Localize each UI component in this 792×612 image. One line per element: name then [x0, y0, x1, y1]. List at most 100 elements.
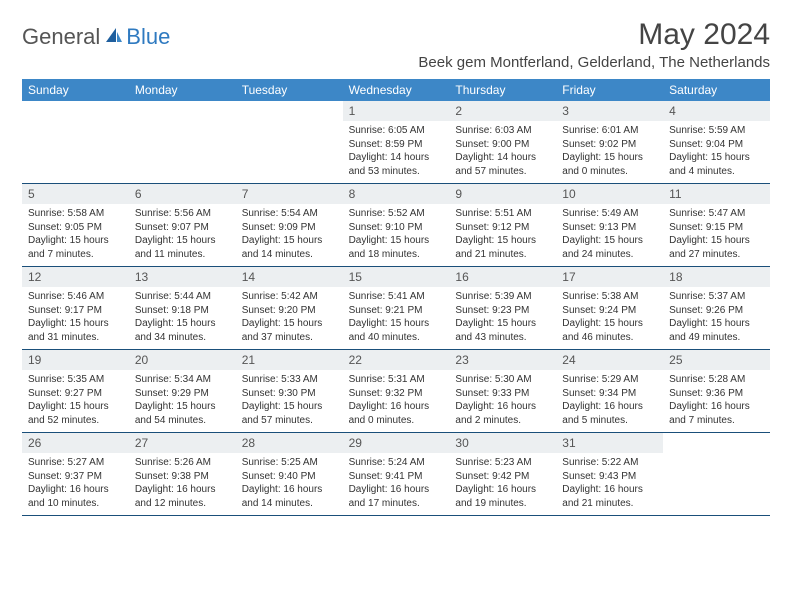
sunset-text: Sunset: 9:43 PM	[562, 470, 657, 484]
day-info: Sunrise: 5:35 AMSunset: 9:27 PMDaylight:…	[22, 370, 129, 431]
logo-text-general: General	[22, 24, 100, 50]
sunrise-text: Sunrise: 5:28 AM	[669, 373, 764, 387]
sunset-text: Sunset: 9:38 PM	[135, 470, 230, 484]
sunrise-text: Sunrise: 5:30 AM	[455, 373, 550, 387]
day-cell: 11Sunrise: 5:47 AMSunset: 9:15 PMDayligh…	[663, 184, 770, 266]
day-number	[236, 101, 343, 107]
daylight-text: Daylight: 16 hours and 7 minutes.	[669, 400, 764, 427]
day-number	[22, 101, 129, 107]
day-number	[663, 433, 770, 439]
day-cell: 24Sunrise: 5:29 AMSunset: 9:34 PMDayligh…	[556, 350, 663, 432]
sunrise-text: Sunrise: 5:27 AM	[28, 456, 123, 470]
day-number: 18	[663, 267, 770, 287]
sunset-text: Sunset: 8:59 PM	[349, 138, 444, 152]
title-block: May 2024 Beek gem Montferland, Gelderlan…	[418, 18, 770, 71]
daylight-text: Daylight: 15 hours and 31 minutes.	[28, 317, 123, 344]
sunset-text: Sunset: 9:27 PM	[28, 387, 123, 401]
sunrise-text: Sunrise: 5:35 AM	[28, 373, 123, 387]
day-info: Sunrise: 5:31 AMSunset: 9:32 PMDaylight:…	[343, 370, 450, 431]
day-cell: 9Sunrise: 5:51 AMSunset: 9:12 PMDaylight…	[449, 184, 556, 266]
month-title: May 2024	[418, 18, 770, 52]
day-info: Sunrise: 5:58 AMSunset: 9:05 PMDaylight:…	[22, 204, 129, 265]
day-info: Sunrise: 5:37 AMSunset: 9:26 PMDaylight:…	[663, 287, 770, 348]
day-info: Sunrise: 6:01 AMSunset: 9:02 PMDaylight:…	[556, 121, 663, 182]
day-info: Sunrise: 5:39 AMSunset: 9:23 PMDaylight:…	[449, 287, 556, 348]
sunrise-text: Sunrise: 5:25 AM	[242, 456, 337, 470]
day-number: 10	[556, 184, 663, 204]
day-header: Thursday	[449, 79, 556, 101]
day-cell: 5Sunrise: 5:58 AMSunset: 9:05 PMDaylight…	[22, 184, 129, 266]
sunset-text: Sunset: 9:10 PM	[349, 221, 444, 235]
day-info: Sunrise: 6:05 AMSunset: 8:59 PMDaylight:…	[343, 121, 450, 182]
day-info: Sunrise: 5:38 AMSunset: 9:24 PMDaylight:…	[556, 287, 663, 348]
week-row: 19Sunrise: 5:35 AMSunset: 9:27 PMDayligh…	[22, 350, 770, 433]
sunset-text: Sunset: 9:20 PM	[242, 304, 337, 318]
day-info: Sunrise: 5:51 AMSunset: 9:12 PMDaylight:…	[449, 204, 556, 265]
sunrise-text: Sunrise: 5:31 AM	[349, 373, 444, 387]
day-info: Sunrise: 5:44 AMSunset: 9:18 PMDaylight:…	[129, 287, 236, 348]
sunrise-text: Sunrise: 5:38 AM	[562, 290, 657, 304]
day-info: Sunrise: 5:28 AMSunset: 9:36 PMDaylight:…	[663, 370, 770, 431]
day-number: 5	[22, 184, 129, 204]
day-info: Sunrise: 5:54 AMSunset: 9:09 PMDaylight:…	[236, 204, 343, 265]
daylight-text: Daylight: 16 hours and 19 minutes.	[455, 483, 550, 510]
sunrise-text: Sunrise: 5:56 AM	[135, 207, 230, 221]
day-cell: 3Sunrise: 6:01 AMSunset: 9:02 PMDaylight…	[556, 101, 663, 183]
daylight-text: Daylight: 15 hours and 21 minutes.	[455, 234, 550, 261]
week-row: 5Sunrise: 5:58 AMSunset: 9:05 PMDaylight…	[22, 184, 770, 267]
day-number: 27	[129, 433, 236, 453]
sunrise-text: Sunrise: 5:52 AM	[349, 207, 444, 221]
day-cell: 29Sunrise: 5:24 AMSunset: 9:41 PMDayligh…	[343, 433, 450, 515]
sunrise-text: Sunrise: 5:22 AM	[562, 456, 657, 470]
day-number: 25	[663, 350, 770, 370]
sunset-text: Sunset: 9:04 PM	[669, 138, 764, 152]
day-cell: 4Sunrise: 5:59 AMSunset: 9:04 PMDaylight…	[663, 101, 770, 183]
sunset-text: Sunset: 9:13 PM	[562, 221, 657, 235]
day-cell	[663, 433, 770, 515]
day-info: Sunrise: 5:33 AMSunset: 9:30 PMDaylight:…	[236, 370, 343, 431]
daylight-text: Daylight: 16 hours and 12 minutes.	[135, 483, 230, 510]
sunset-text: Sunset: 9:40 PM	[242, 470, 337, 484]
day-cell: 26Sunrise: 5:27 AMSunset: 9:37 PMDayligh…	[22, 433, 129, 515]
sunset-text: Sunset: 9:18 PM	[135, 304, 230, 318]
day-info: Sunrise: 5:22 AMSunset: 9:43 PMDaylight:…	[556, 453, 663, 514]
day-info: Sunrise: 5:42 AMSunset: 9:20 PMDaylight:…	[236, 287, 343, 348]
sunset-text: Sunset: 9:17 PM	[28, 304, 123, 318]
daylight-text: Daylight: 15 hours and 52 minutes.	[28, 400, 123, 427]
sunset-text: Sunset: 9:30 PM	[242, 387, 337, 401]
day-info: Sunrise: 5:59 AMSunset: 9:04 PMDaylight:…	[663, 121, 770, 182]
day-cell: 15Sunrise: 5:41 AMSunset: 9:21 PMDayligh…	[343, 267, 450, 349]
sunset-text: Sunset: 9:29 PM	[135, 387, 230, 401]
day-info: Sunrise: 5:26 AMSunset: 9:38 PMDaylight:…	[129, 453, 236, 514]
day-cell: 13Sunrise: 5:44 AMSunset: 9:18 PMDayligh…	[129, 267, 236, 349]
sunrise-text: Sunrise: 6:03 AM	[455, 124, 550, 138]
sunrise-text: Sunrise: 5:29 AM	[562, 373, 657, 387]
daylight-text: Daylight: 16 hours and 2 minutes.	[455, 400, 550, 427]
daylight-text: Daylight: 15 hours and 27 minutes.	[669, 234, 764, 261]
day-number: 8	[343, 184, 450, 204]
daylight-text: Daylight: 16 hours and 10 minutes.	[28, 483, 123, 510]
sunrise-text: Sunrise: 6:05 AM	[349, 124, 444, 138]
week-row: 1Sunrise: 6:05 AMSunset: 8:59 PMDaylight…	[22, 101, 770, 184]
sunrise-text: Sunrise: 5:37 AM	[669, 290, 764, 304]
sunset-text: Sunset: 9:02 PM	[562, 138, 657, 152]
daylight-text: Daylight: 15 hours and 40 minutes.	[349, 317, 444, 344]
sunset-text: Sunset: 9:09 PM	[242, 221, 337, 235]
day-number: 3	[556, 101, 663, 121]
day-number: 6	[129, 184, 236, 204]
day-info: Sunrise: 5:30 AMSunset: 9:33 PMDaylight:…	[449, 370, 556, 431]
day-number: 28	[236, 433, 343, 453]
day-cell	[129, 101, 236, 183]
day-number: 14	[236, 267, 343, 287]
daylight-text: Daylight: 15 hours and 43 minutes.	[455, 317, 550, 344]
day-number: 1	[343, 101, 450, 121]
header: General Blue May 2024 Beek gem Montferla…	[22, 18, 770, 71]
day-number: 4	[663, 101, 770, 121]
sunrise-text: Sunrise: 5:49 AM	[562, 207, 657, 221]
sunset-text: Sunset: 9:32 PM	[349, 387, 444, 401]
sunrise-text: Sunrise: 5:51 AM	[455, 207, 550, 221]
day-info: Sunrise: 5:47 AMSunset: 9:15 PMDaylight:…	[663, 204, 770, 265]
day-cell: 16Sunrise: 5:39 AMSunset: 9:23 PMDayligh…	[449, 267, 556, 349]
sunrise-text: Sunrise: 5:23 AM	[455, 456, 550, 470]
day-header: Friday	[556, 79, 663, 101]
